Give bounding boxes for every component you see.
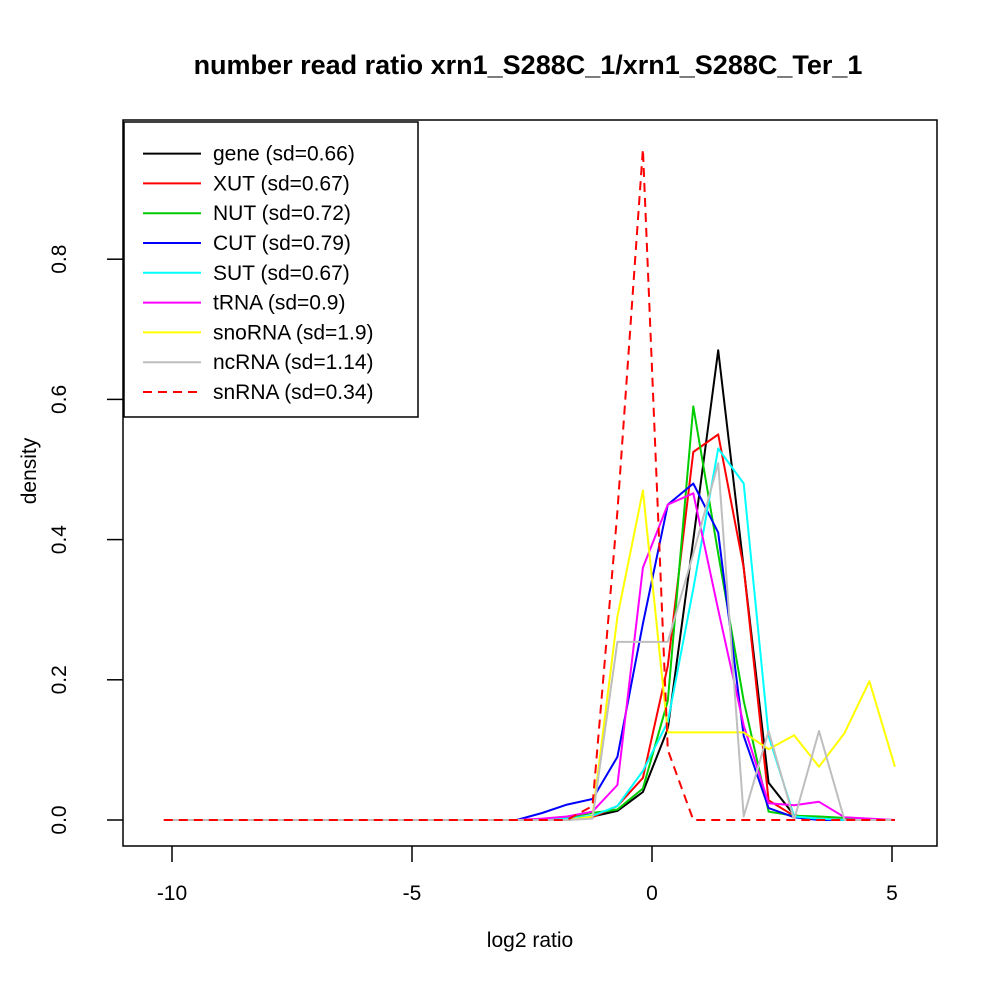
y-axis-tick-label: 0.0 bbox=[48, 805, 71, 834]
legend-box bbox=[123, 121, 419, 418]
legend-item-CUT: CUT (sd=0.79) bbox=[213, 232, 351, 255]
x-axis-tick-label: 0 bbox=[646, 882, 658, 905]
legend-item-NUT: NUT (sd=0.72) bbox=[213, 202, 351, 225]
x-axis-title: log2 ratio bbox=[487, 929, 573, 952]
legend-item-SUT: SUT (sd=0.67) bbox=[213, 262, 350, 285]
legend-item-tRNA: tRNA (sd=0.9) bbox=[213, 292, 345, 315]
x-axis-tick-label: -10 bbox=[157, 882, 187, 905]
legend-item-XUT: XUT (sd=0.67) bbox=[213, 172, 350, 195]
y-axis-tick-label: 0.2 bbox=[48, 665, 71, 694]
legend-item-ncRNA: ncRNA (sd=1.14) bbox=[213, 351, 374, 374]
y-axis-tick-label: 0.8 bbox=[48, 245, 71, 274]
plot-border bbox=[122, 119, 938, 847]
legend-item-gene: gene (sd=0.66) bbox=[213, 143, 355, 166]
legend-item-snoRNA: snoRNA (sd=1.9) bbox=[213, 321, 374, 344]
series-line-snRNA bbox=[163, 148, 895, 821]
y-axis-tick-label: 0.6 bbox=[48, 385, 71, 414]
legend-item-snRNA: snRNA (sd=0.34) bbox=[213, 381, 374, 404]
y-axis-tick-label: 0.4 bbox=[48, 525, 71, 555]
y-axis-title: density bbox=[18, 437, 41, 504]
plot-title: number read ratio xrn1_S288C_1/xrn1_S288… bbox=[194, 50, 863, 80]
x-axis-tick-label: 5 bbox=[886, 882, 898, 905]
x-axis-tick-label: -5 bbox=[403, 882, 422, 905]
